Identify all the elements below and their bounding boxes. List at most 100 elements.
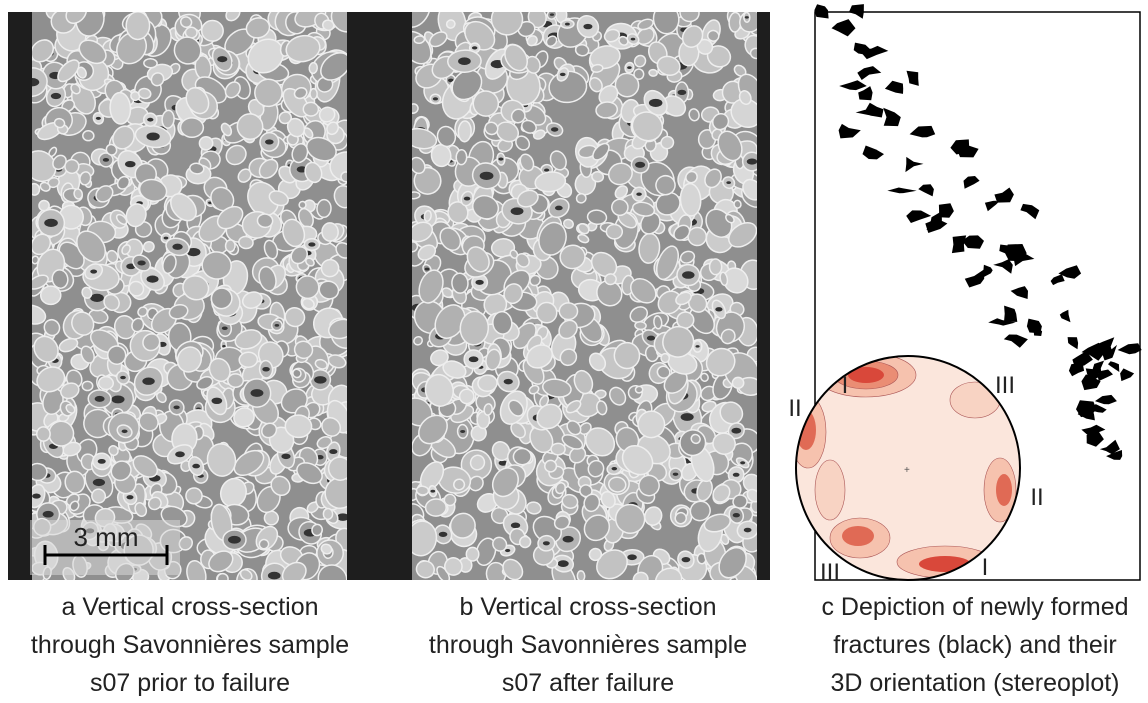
texture: [689, 500, 711, 522]
texture: [94, 395, 105, 402]
texture: [583, 493, 601, 513]
texture: [438, 531, 448, 537]
texture: [534, 171, 567, 193]
texture: [137, 87, 152, 100]
texture: [108, 445, 119, 457]
texture: [588, 547, 603, 562]
set-label: I: [982, 554, 989, 581]
set-label: III: [820, 559, 840, 586]
texture: [962, 235, 984, 249]
texture: [69, 500, 80, 512]
texture: [309, 87, 318, 100]
texture: [224, 81, 241, 99]
texture: [227, 373, 245, 388]
texture: [282, 218, 306, 248]
texture: [519, 153, 535, 172]
texture: [491, 467, 519, 498]
caption-line: b Vertical cross-section: [459, 593, 716, 621]
texture: [631, 201, 656, 217]
texture: [719, 271, 729, 287]
texture: [186, 247, 201, 257]
texture: [536, 403, 563, 430]
texture: [281, 453, 291, 460]
texture: [134, 502, 148, 517]
texture: [412, 221, 434, 243]
texture: [413, 35, 426, 45]
scale-bg: [30, 520, 180, 575]
texture: [592, 142, 610, 161]
texture: [510, 108, 526, 124]
texture: [76, 66, 87, 79]
texture: [725, 213, 735, 224]
texture: [491, 441, 511, 462]
texture: [172, 243, 183, 250]
texture: [175, 451, 185, 458]
texture: [549, 150, 567, 171]
texture: [1076, 400, 1097, 418]
texture: [858, 86, 873, 101]
texture: [311, 523, 323, 537]
texture: [566, 420, 582, 436]
texture: [327, 456, 347, 481]
texture: [447, 201, 469, 224]
texture: [463, 196, 471, 201]
caption-line: 3D orientation (stereoplot): [830, 669, 1119, 697]
texture: [862, 145, 884, 160]
texture: [314, 376, 327, 384]
texture: [423, 209, 432, 222]
texture: [258, 265, 277, 292]
texture: [632, 571, 649, 580]
center-mark: +: [904, 465, 910, 476]
texture: [510, 522, 521, 529]
texture: [70, 83, 81, 95]
texture: [284, 414, 313, 439]
texture: [1004, 305, 1018, 322]
texture: [44, 218, 58, 227]
texture: [125, 203, 147, 228]
texture: [278, 111, 292, 125]
texture: [634, 385, 644, 394]
texture: [1013, 249, 1035, 267]
texture: [1068, 363, 1085, 377]
texture: [76, 230, 107, 263]
texture: [814, 4, 829, 19]
texture: [201, 251, 232, 280]
texture: [36, 366, 66, 393]
texture: [744, 34, 757, 57]
texture: [267, 571, 281, 580]
texture: [32, 493, 41, 499]
texture: [228, 535, 241, 544]
texture: [418, 414, 448, 445]
texture: [220, 122, 233, 137]
texture: [744, 16, 749, 19]
texture: [130, 90, 141, 102]
texture: [887, 187, 917, 194]
texture: [627, 66, 632, 69]
texture: [326, 121, 340, 136]
texture: [549, 13, 555, 16]
texture: [855, 107, 883, 116]
texture: [472, 194, 500, 220]
texture: [234, 329, 263, 350]
texture: [102, 158, 110, 162]
texture: [673, 224, 691, 241]
texture: [529, 274, 541, 287]
texture: [468, 356, 479, 363]
texture: [492, 310, 513, 335]
texture: [731, 427, 742, 434]
texture: [412, 520, 438, 557]
texture: [507, 399, 525, 417]
texture: [65, 403, 76, 414]
texture: [557, 560, 569, 567]
texture: [708, 258, 723, 276]
texture: [173, 36, 202, 65]
texture: [321, 417, 342, 437]
texture: [106, 249, 119, 264]
texture: [179, 117, 205, 139]
texture: [590, 251, 618, 278]
texture: [695, 345, 700, 348]
texture: [679, 250, 696, 264]
set-label: I: [842, 372, 849, 399]
texture: [510, 207, 524, 216]
texture: [688, 108, 700, 122]
